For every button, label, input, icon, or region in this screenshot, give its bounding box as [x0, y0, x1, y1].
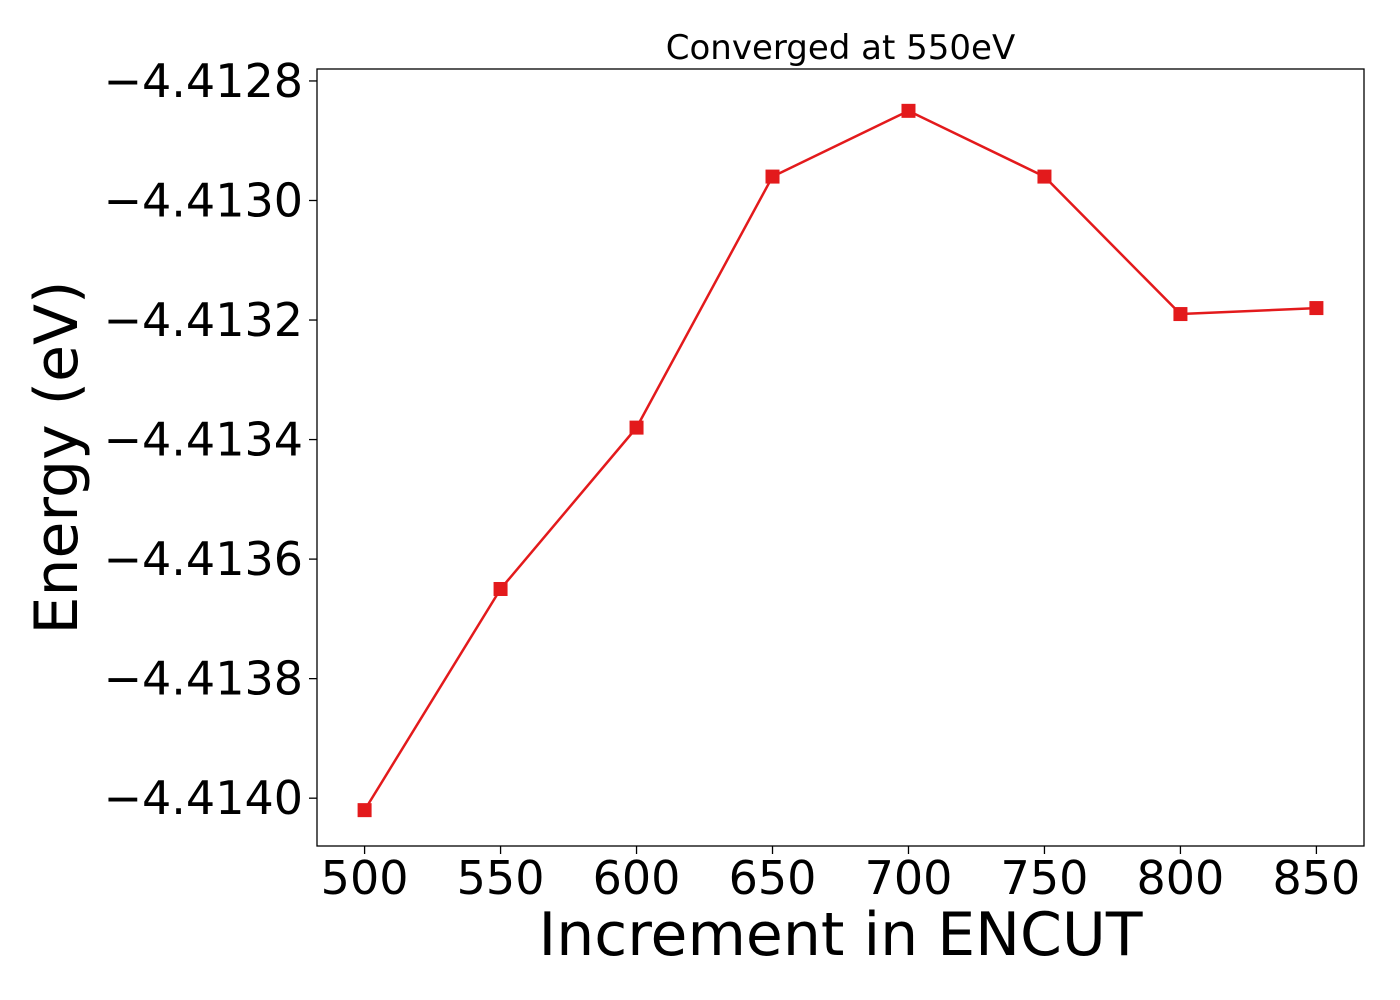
- plot-area-frame: [316, 68, 1365, 847]
- y-axis-ticks: −4.4140 −4.4138 −4.4136 −4.4134 −4.4132 −4.41…: [104, 54, 317, 825]
- x-tick-label: 550: [457, 851, 545, 905]
- data-point-marker: [1309, 301, 1324, 316]
- data-point-marker: [765, 169, 780, 184]
- data-point-marker: [1037, 169, 1052, 184]
- x-tick-label: 500: [321, 851, 409, 905]
- data-point-marker: [493, 581, 508, 596]
- y-tick-label: −4.4136: [104, 532, 304, 586]
- y-axis-title: Energy (eV): [22, 281, 92, 635]
- x-tick-label: 600: [593, 851, 681, 905]
- y-tick-label: −4.4138: [104, 652, 304, 706]
- y-tick-label: −4.4128: [104, 54, 304, 108]
- y-tick-label: −4.4132: [104, 293, 304, 347]
- series-layer: [357, 103, 1324, 818]
- x-tick-label: 800: [1137, 851, 1225, 905]
- y-tick-label: −4.4134: [104, 413, 304, 467]
- x-tick-label: 700: [865, 851, 953, 905]
- y-tick-label: −4.4140: [104, 771, 304, 825]
- data-point-marker: [629, 420, 644, 435]
- data-point-marker: [901, 103, 916, 118]
- x-tick-label: 750: [1001, 851, 1089, 905]
- x-axis-ticks: 500 550 600 650 700 750 800 850: [321, 846, 1361, 905]
- x-axis-title: Increment in ENCUT: [539, 900, 1143, 970]
- x-tick-label: 850: [1273, 851, 1361, 905]
- series-line: [363, 109, 1317, 811]
- chart-title: Converged at 550eV: [666, 28, 1015, 68]
- y-tick-label: −4.4130: [104, 173, 304, 227]
- x-tick-label: 650: [729, 851, 817, 905]
- data-point-marker: [357, 803, 372, 818]
- data-point-marker: [1173, 307, 1188, 322]
